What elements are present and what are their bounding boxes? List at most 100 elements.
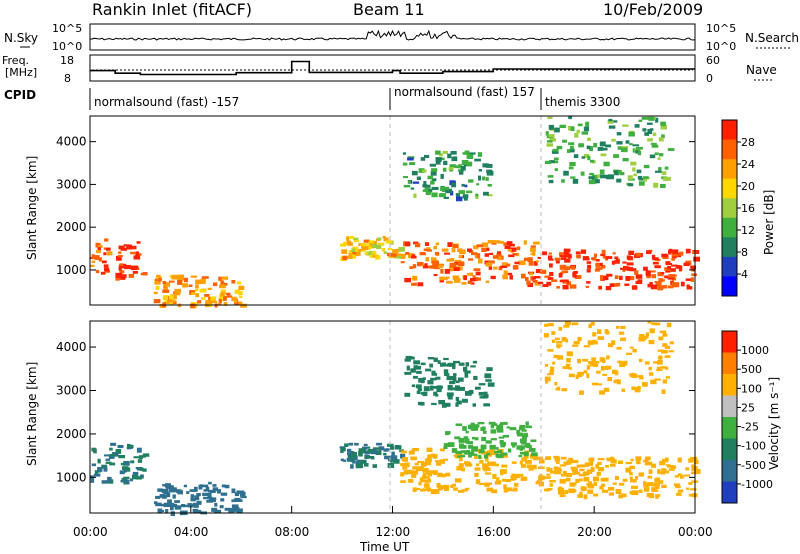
data-cell-5-165 (571, 467, 578, 472)
velocity-colorbar-label-7: -1000 (741, 478, 773, 491)
data-cell-5-134 (695, 469, 701, 474)
data-cell-4-155 (476, 253, 481, 259)
data-cell-7-69 (650, 322, 658, 325)
data-cell-5-95 (619, 275, 623, 281)
data-cell-2-84 (234, 289, 240, 294)
data-cell-2-2 (163, 300, 169, 304)
data-cell-6-19 (442, 167, 447, 172)
data-cell-4-122 (424, 263, 428, 269)
data-cell-0-59 (139, 455, 143, 460)
data-cell-3-74 (422, 472, 427, 477)
data-cell-7-141 (649, 128, 654, 131)
data-cell-5-102 (602, 489, 609, 493)
data-cell-6-48 (450, 151, 457, 155)
x-tick-label-4: 16:00 (476, 525, 511, 539)
data-cell-5-177 (623, 265, 628, 269)
data-cell-2-35 (155, 285, 160, 290)
data-cell-4-94 (507, 448, 512, 453)
data-cell-6-35 (475, 195, 479, 200)
data-cell-1-77 (183, 504, 190, 508)
power-colorbar-swatch-8 (722, 276, 737, 297)
data-cell-4-143 (497, 240, 505, 244)
data-cell-4-80 (468, 454, 472, 458)
data-cell-2-6 (163, 286, 168, 292)
data-cell-6-98 (475, 193, 479, 197)
data-cell-5-14 (562, 470, 567, 476)
data-cell-5-160 (690, 265, 697, 270)
velocity-colorbar-swatch-6 (722, 460, 737, 482)
data-cell-5-134 (622, 261, 627, 264)
data-cell-4-159 (484, 253, 490, 257)
data-cell-5-89 (692, 250, 697, 254)
data-cell-3-50 (342, 255, 348, 261)
data-cell-3-79 (441, 473, 446, 478)
data-cell-6-7 (422, 189, 429, 192)
data-cell-3-41 (395, 253, 401, 256)
data-cell-3-130 (415, 466, 421, 472)
data-cell-4-95 (501, 262, 508, 267)
data-cell-7-10 (660, 184, 666, 188)
data-cell-0-46 (115, 449, 122, 454)
power-colorbar-label-6: 4 (741, 268, 748, 281)
data-cell-7-54 (604, 329, 609, 334)
data-cell-7-121 (647, 129, 653, 134)
data-cell-7-117 (556, 355, 563, 360)
data-cell-7-139 (544, 323, 549, 327)
data-cell-5-139 (652, 257, 659, 261)
data-cell-4-81 (485, 440, 492, 444)
data-cell-7-11 (654, 378, 661, 381)
data-cell-2-57 (347, 452, 353, 456)
data-cell-1-79 (166, 492, 171, 498)
data-cell-3-78 (440, 448, 445, 452)
data-cell-2-61 (177, 280, 183, 285)
data-cell-5-90 (600, 264, 606, 269)
data-cell-1-17 (119, 263, 124, 266)
data-cell-6-43 (455, 402, 459, 407)
data-cell-7-43 (665, 366, 669, 370)
data-cell-5-185 (571, 459, 579, 464)
data-cell-5-176 (586, 483, 592, 486)
data-cell-0-20 (91, 254, 95, 260)
data-cell-2-43 (240, 303, 247, 308)
data-cell-2-89 (218, 299, 222, 304)
data-cell-4-13 (463, 436, 469, 439)
data-cell-3-71 (410, 456, 417, 461)
data-cell-3-109 (464, 487, 470, 490)
data-cell-4-61 (455, 423, 463, 426)
data-cell-5-174 (650, 284, 658, 290)
data-cell-3-138 (474, 467, 481, 471)
data-cell-5-84 (559, 279, 564, 283)
velocity-colorbar-swatch-5 (722, 438, 737, 461)
data-cell-3-3 (424, 476, 430, 479)
x-axis: 00:00 04:00 08:00 12:00 16:00 20:00 00:00 (73, 506, 713, 539)
data-cell-6-23 (430, 377, 437, 381)
data-cell-7-52 (555, 337, 560, 341)
data-cell-3-65 (418, 482, 422, 486)
data-cell-6-3 (435, 160, 441, 165)
data-cell-7-74 (562, 139, 567, 143)
data-cell-5-143 (629, 491, 634, 495)
data-cell-6-28 (483, 391, 488, 396)
data-cell-5-34 (559, 494, 566, 497)
data-cell-4-34 (516, 252, 520, 257)
data-cell-4-128 (415, 243, 421, 248)
data-cell-5-0 (624, 283, 630, 286)
noise-panel: N.Sky 10^5 10^0 10^5 10^0 N.Search (4, 22, 799, 53)
data-cell-5-124 (561, 473, 566, 477)
data-cell-4-42 (486, 452, 491, 456)
data-cell-7-116 (608, 118, 613, 122)
data-cell-6-65 (425, 184, 431, 189)
data-cell-6-63 (478, 169, 482, 172)
data-cell-3-90 (505, 479, 511, 483)
data-cell-4-7 (483, 430, 487, 434)
data-cell-4-8 (462, 426, 467, 431)
data-cell-5-154 (629, 471, 633, 476)
data-cell-7-50 (639, 376, 644, 380)
data-cell-2-4 (188, 284, 193, 287)
data-cell-7-91 (663, 343, 668, 347)
data-cell-5-126 (675, 486, 681, 489)
data-cell-4-77 (451, 448, 458, 453)
data-cell-6-78 (436, 386, 443, 389)
data-cell-5-84 (597, 467, 605, 472)
data-cell-7-48 (662, 333, 668, 337)
